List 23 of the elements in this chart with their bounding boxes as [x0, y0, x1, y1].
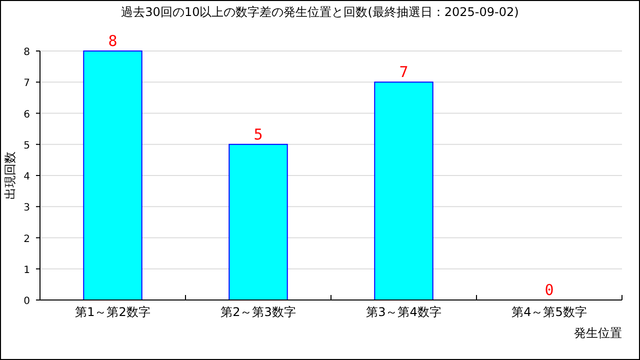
- y-tick-label: 4: [24, 172, 30, 182]
- bar: [374, 82, 434, 300]
- data-label: 5: [254, 125, 263, 144]
- bar: [83, 50, 142, 300]
- y-tick-label: 1: [24, 264, 30, 276]
- y-tick-label: 2: [24, 234, 30, 245]
- data-label: 8: [108, 32, 118, 50]
- x-tick-label: 第2～第3数字: [220, 305, 296, 319]
- chart-title: 過去30回の10以上の数字差の発生位置と回数(最終抽選日：2025-09-02): [121, 5, 519, 19]
- x-tick-label: 第1～第2数字: [75, 305, 150, 319]
- y-tick-label: 8: [24, 47, 30, 58]
- x-tick-label: 第4～第5数字: [512, 305, 587, 319]
- y-axis-title: 出現回数: [3, 152, 17, 200]
- y-tick-label: 3: [24, 202, 30, 214]
- y-tick-label: 5: [24, 140, 30, 152]
- y-tick-label: 0: [24, 296, 30, 307]
- bar: [228, 144, 288, 300]
- data-label: 7: [399, 63, 408, 82]
- x-axis-title: 発生位置: [574, 326, 622, 340]
- y-tick-label: 6: [24, 109, 30, 120]
- x-tick-label: 第3～第4数字: [366, 305, 442, 319]
- data-label: 0: [544, 281, 554, 299]
- y-tick-label: 7: [24, 78, 30, 90]
